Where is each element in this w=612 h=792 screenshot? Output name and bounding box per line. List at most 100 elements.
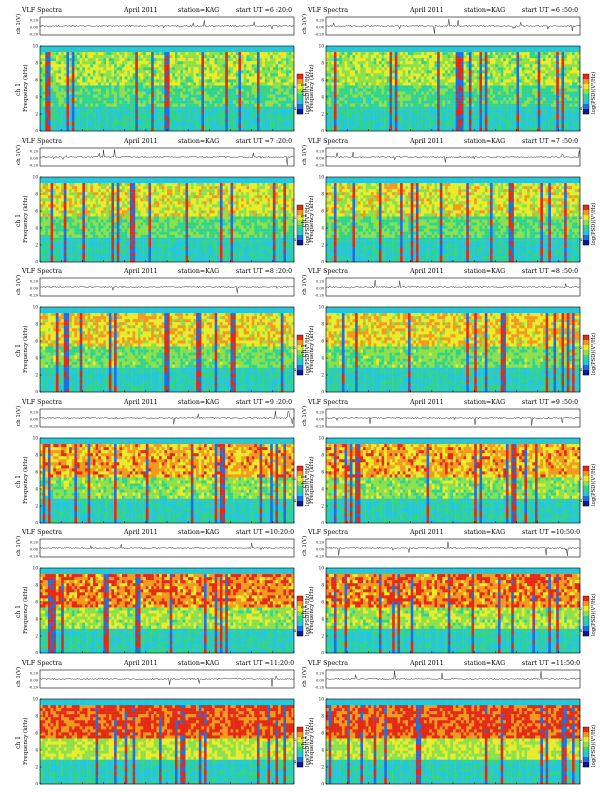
- spectrogram-ylabel: Frequency (kHz): [22, 195, 29, 243]
- waveform-ytick-label: 0.20: [30, 280, 39, 284]
- waveform-ytick-label: 0.00: [316, 417, 325, 421]
- waveform-ytick-label: 0.00: [316, 156, 325, 160]
- waveform-ytick-label: 0.00: [30, 678, 39, 682]
- spectrogram-ytick-label: 2: [35, 112, 38, 117]
- waveform-trace: [325, 279, 581, 289]
- colorbar: [296, 595, 304, 637]
- panel-title-label: VLF Spectra: [307, 268, 348, 275]
- spectrogram-ytick-label: 4: [321, 486, 324, 491]
- panel-title-date: April 2011: [123, 268, 158, 275]
- waveform-ylabel: ch 1(V): [301, 144, 308, 164]
- waveform-trace: [39, 148, 295, 165]
- spectrogram-ytick-label: 6: [321, 469, 324, 474]
- spectrogram-ytick-label: 2: [321, 764, 324, 769]
- spectrogram-channel-label: ch 1: [301, 605, 308, 618]
- waveform-ylabel: ch 1(V): [301, 275, 308, 295]
- panel-title-station: station=KAG: [178, 660, 219, 667]
- spectrogram-cells: [326, 698, 581, 784]
- waveform-ytick-label: -0.20: [315, 33, 325, 37]
- spectrogram-ytick-label: 0: [321, 390, 324, 393]
- spectrogram-ytick-label: 2: [321, 634, 324, 639]
- colorbar-tick-label: -4: [579, 499, 582, 503]
- spectrogram-ylabel: Frequency (kHz): [308, 456, 315, 504]
- waveform-ytick-label: -0.20: [29, 424, 39, 428]
- panel-title-station: station=KAG: [178, 399, 219, 406]
- spectrogram-ytick-label: 0: [35, 390, 38, 393]
- waveform-ylabel: ch 1(V): [15, 275, 22, 295]
- waveform-ytick-label: 0.00: [316, 678, 325, 682]
- spectrogram-cells: [326, 46, 581, 132]
- colorbar-tick-label: -2: [579, 607, 582, 611]
- colorbar-tick-label: -2: [579, 477, 582, 481]
- spectrogram-cells: [326, 176, 581, 262]
- colorbar-tick-label: -2: [579, 346, 582, 350]
- spectrogram-channel-label: ch 1: [15, 475, 22, 488]
- spectrogram-ytick-label: 4: [321, 95, 324, 100]
- spectrogram-ylabel: Frequency (kHz): [22, 325, 29, 373]
- spectrogram-ytick-label: 10: [319, 174, 325, 179]
- waveform-ylabel: ch 1(V): [301, 666, 308, 686]
- panel-title-start: start UT =7 :50:0: [522, 138, 578, 145]
- colorbar: [296, 73, 304, 115]
- waveform-ytick-label: 0.20: [316, 410, 325, 414]
- panel-title-station: station=KAG: [178, 138, 219, 145]
- spectrogram-ytick-label: 10: [33, 566, 39, 571]
- colorbar-tick-label: -4: [579, 760, 582, 764]
- spectrogram-ytick-label: 10: [33, 174, 39, 179]
- panel-title-start: start UT =11:20:0: [236, 660, 294, 667]
- spectrogram-ytick-label: 4: [35, 486, 38, 491]
- colorbar: [582, 204, 590, 245]
- spectrogram-ylabel: Frequency (kHz): [308, 586, 315, 634]
- colorbar-tick-label: -2: [293, 216, 296, 220]
- panel-title-station: station=KAG: [178, 529, 219, 536]
- colorbar-tick-label: -4: [579, 629, 582, 633]
- panel-title-date: April 2011: [409, 268, 444, 275]
- colorbar-label: log(PSD)(V²/Hz): [590, 72, 596, 114]
- waveform-ytick-label: 0.20: [30, 410, 39, 414]
- colorbar-tick-label: -2: [579, 216, 582, 220]
- waveform-ytick-label: 0.20: [316, 671, 325, 675]
- spectrogram-ytick-label: 8: [321, 61, 324, 66]
- spectrogram-cells: [40, 698, 295, 784]
- spectrogram-cells: [326, 307, 581, 393]
- panel-title-label: VLF Spectra: [307, 660, 348, 667]
- waveform-ytick-label: 0.00: [30, 548, 39, 552]
- spectrogram-ytick-label: 0: [321, 520, 324, 523]
- spectrogram-ytick-label: 0: [321, 781, 324, 784]
- waveform-ytick-label: 0.00: [316, 287, 325, 291]
- waveform-ytick-label: 0.20: [30, 149, 39, 153]
- colorbar: [296, 204, 304, 245]
- spectrogram-cells: [40, 307, 295, 393]
- spectra-panel-8: VLF Spectra April 2011 station=KAG start UT…: [301, 399, 596, 524]
- spectrogram-channel-label: ch 1: [301, 475, 308, 488]
- spectrogram-ytick-label: 4: [321, 225, 324, 230]
- panel-title-date: April 2011: [409, 529, 444, 536]
- spectrogram-ytick-label: 6: [35, 730, 38, 735]
- panel-title-label: VLF Spectra: [21, 138, 62, 145]
- spectrogram-ytick-label: 0: [321, 651, 324, 654]
- panel-title-start: start UT =8 :20:0: [236, 268, 292, 275]
- panel-title-start: start UT =10:20:0: [236, 529, 294, 536]
- spectrogram-ytick-label: 8: [35, 322, 38, 327]
- spectrogram-ylabel: Frequency (kHz): [22, 717, 29, 765]
- spectrogram-ytick-label: 8: [35, 713, 38, 718]
- waveform-ylabel: ch 1(V): [301, 14, 308, 34]
- waveform-ytick-label: -0.20: [29, 555, 39, 559]
- spectrogram-ytick-label: 6: [321, 600, 324, 605]
- panel-title-label: VLF Spectra: [307, 399, 348, 406]
- spectra-panel-9: VLF Spectra April 2011 station=KAG start UT…: [15, 529, 310, 654]
- panel-title-label: VLF Spectra: [307, 529, 348, 536]
- spectrogram-ytick-label: 6: [321, 339, 324, 344]
- panel-title-start: start UT =7 :20:0: [236, 138, 292, 145]
- spectrogram-ytick-label: 0: [35, 781, 38, 784]
- spectrogram-cells: [40, 568, 295, 654]
- waveform-ytick-label: 0.20: [316, 19, 325, 23]
- waveform-ytick-label: 0.00: [316, 548, 325, 552]
- colorbar: [582, 465, 590, 506]
- panel-title-start: start UT =6 :50:0: [522, 7, 578, 14]
- spectra-panel-1: VLF Spectra April 2011 station=KAG start UT…: [15, 7, 310, 132]
- spectrogram-ytick-label: 8: [321, 713, 324, 718]
- panel-title-date: April 2011: [409, 399, 444, 406]
- colorbar: [582, 595, 590, 637]
- spectrogram-ylabel: Frequency (kHz): [308, 717, 315, 765]
